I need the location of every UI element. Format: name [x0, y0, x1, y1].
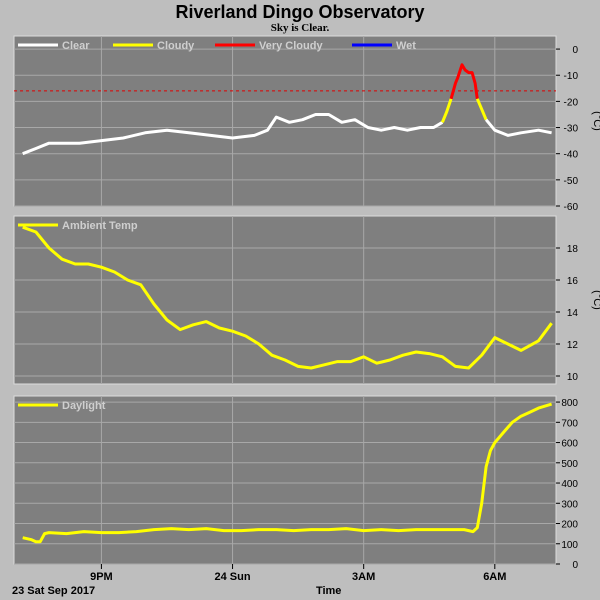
y-tick-label: 200 — [561, 520, 578, 531]
x-tick-label: 6AM — [483, 571, 506, 583]
series-line — [22, 113, 444, 156]
y-tick-label: 10 — [567, 372, 579, 383]
series-line — [475, 98, 488, 121]
series-line — [484, 118, 552, 137]
y-tick-label: 14 — [567, 308, 579, 319]
y-tick-label: -50 — [564, 176, 579, 187]
y-tick-label: 100 — [561, 540, 578, 551]
y-tick-label: -20 — [564, 97, 579, 108]
x-tick-label: 9PM — [90, 571, 113, 583]
legend-label: Daylight — [62, 400, 106, 412]
y-tick-label: 0 — [572, 560, 578, 571]
y-tick-label: 600 — [561, 439, 578, 450]
y-tick-label: 0 — [572, 45, 578, 56]
y-tick-label: -30 — [564, 124, 579, 135]
x-date-label: 23 Sat Sep 2017 — [12, 585, 95, 597]
y-tick-label: -60 — [564, 202, 579, 213]
y-tick-label: 18 — [567, 244, 579, 255]
legend-label: Clear — [62, 40, 90, 52]
legend-label: Cloudy — [157, 40, 195, 52]
unit-label: (°C) — [591, 290, 600, 310]
sky-status: Sky is Clear. — [270, 22, 330, 34]
y-tick-label: -10 — [564, 71, 579, 82]
legend-label: Wet — [396, 40, 416, 52]
legend-label: Very Cloudy — [259, 40, 323, 52]
series-line — [441, 98, 453, 123]
y-tick-label: 300 — [561, 499, 578, 510]
y-tick-label: -40 — [564, 150, 579, 161]
plot-area — [13, 395, 557, 565]
series-line — [22, 225, 553, 370]
y-tick-label: 12 — [567, 340, 579, 351]
y-tick-label: 800 — [561, 398, 578, 409]
plot-area — [13, 215, 557, 385]
series-line — [449, 63, 479, 100]
series-line — [22, 402, 553, 544]
y-tick-label: 400 — [561, 479, 578, 490]
unit-label: (°C) — [591, 111, 600, 131]
y-tick-label: 700 — [561, 418, 578, 429]
y-tick-label: 16 — [567, 276, 579, 287]
page-title: Riverland Dingo Observatory — [175, 2, 425, 22]
legend-label: Ambient Temp — [62, 220, 138, 232]
x-tick-label: 3AM — [352, 571, 375, 583]
x-axis-label: Time — [316, 585, 341, 597]
x-tick-label: 24 Sun — [215, 571, 251, 583]
y-tick-label: 500 — [561, 459, 578, 470]
